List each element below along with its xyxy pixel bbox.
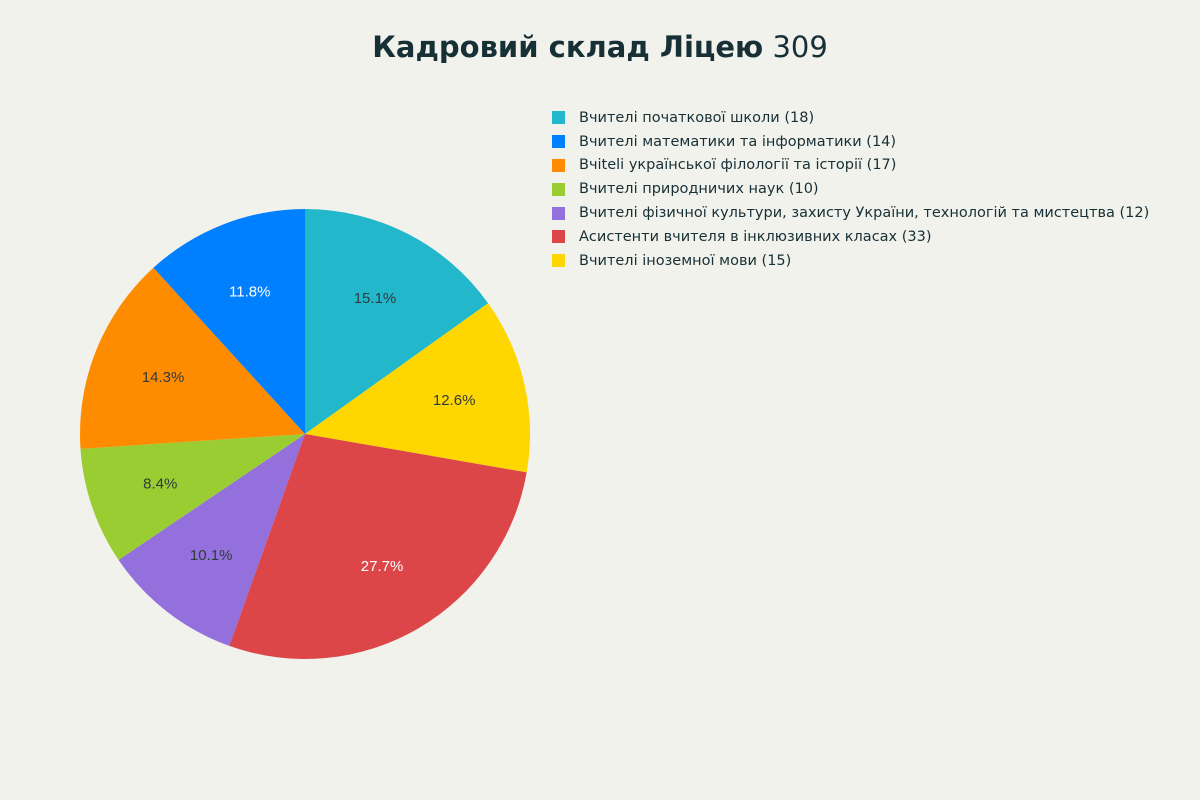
pie-slice[interactable] — [80, 434, 305, 560]
slice-percent-label: 14.3% — [142, 369, 185, 386]
legend-swatch — [552, 230, 565, 244]
pie-slice[interactable] — [305, 209, 489, 434]
legend-item[interactable]: Вчiteli української філології та історії… — [552, 154, 1149, 178]
legend-item[interactable]: Вчителі початкової школи (18) — [552, 106, 1149, 130]
legend-item[interactable]: Вчителі фізичної культури, захисту Украї… — [552, 201, 1149, 225]
legend-swatch — [552, 135, 565, 149]
pie-slice[interactable] — [118, 434, 305, 646]
legend-swatch — [552, 182, 565, 196]
legend-swatch — [552, 254, 565, 268]
legend-item[interactable]: Вчителі іноземної мови (15) — [552, 249, 1149, 273]
pie-slice[interactable] — [305, 303, 530, 473]
slice-percent-label: 27.7% — [361, 558, 404, 575]
legend-label: Вчiteli української філології та історії… — [579, 157, 897, 174]
slice-percent-label: 12.6% — [433, 392, 476, 409]
legend-swatch — [552, 158, 565, 172]
legend-label: Асистенти вчителя в інклюзивних класах (… — [579, 228, 932, 245]
legend-label: Вчителі математики та інформатики (14) — [579, 133, 897, 150]
slice-percent-label: 10.1% — [190, 547, 233, 564]
legend-swatch — [552, 111, 565, 125]
legend-swatch — [552, 206, 565, 220]
legend-label: Вчителі фізичної культури, захисту Украї… — [579, 205, 1150, 222]
slice-percent-label: 8.4% — [143, 476, 177, 493]
chart-title-main: Кадровий склад Ліцею — [372, 30, 764, 64]
pie-slice[interactable] — [80, 267, 305, 449]
pie-slice[interactable] — [229, 434, 527, 659]
legend-label: Вчителі природничих наук (10) — [579, 181, 819, 198]
legend: Вчителі початкової школи (18) Вчителі ма… — [552, 106, 1149, 273]
chart-title-number: 309 — [772, 30, 828, 64]
slice-percent-label: 11.8% — [229, 283, 270, 300]
legend-label: Вчителі іноземної мови (15) — [579, 252, 792, 269]
legend-label: Вчителі початкової школи (18) — [579, 109, 815, 126]
legend-item[interactable]: Вчителі математики та інформатики (14) — [552, 130, 1149, 154]
legend-item[interactable]: Вчителі природничих наук (10) — [552, 177, 1149, 201]
chart-title: Кадровий склад Ліцею 309 — [0, 30, 1200, 64]
pie-slice[interactable] — [153, 209, 305, 434]
slice-percent-label: 15.1% — [354, 290, 397, 307]
legend-item[interactable]: Асистенти вчителя в інклюзивних класах (… — [552, 225, 1149, 249]
